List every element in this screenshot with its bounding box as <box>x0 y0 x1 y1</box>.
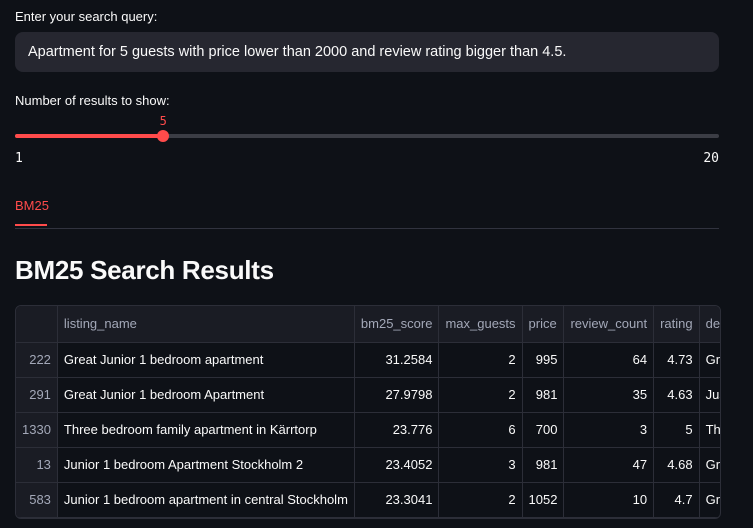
cell-desc[interactable]: The <box>699 412 720 448</box>
cell-review-count[interactable]: 10 <box>563 482 655 518</box>
cell-bm25-score[interactable]: 23.4052 <box>354 447 440 483</box>
cell-listing-name[interactable]: Great Junior 1 bedroom Apartment <box>57 377 355 413</box>
table-row[interactable]: 13 Junior 1 bedroom Apartment Stockholm … <box>16 447 720 483</box>
cell-rating[interactable]: 4.63 <box>653 377 700 413</box>
row-index: 583 <box>16 482 58 518</box>
cell-bm25-score[interactable]: 23.3041 <box>354 482 440 518</box>
table-row[interactable]: 1330 Three bedroom family apartment in K… <box>16 412 720 448</box>
results-title: BM25 Search Results <box>15 255 274 285</box>
row-index: 222 <box>16 342 58 378</box>
table-header-row: listing_name bm25_score max_guests price… <box>16 306 720 343</box>
cell-desc[interactable]: Grea <box>699 482 720 518</box>
cell-max-guests[interactable]: 2 <box>438 342 523 378</box>
column-header-rating[interactable]: rating <box>653 306 700 343</box>
slider-min: 1 <box>15 151 23 166</box>
cell-listing-name[interactable]: Junior 1 bedroom Apartment Stockholm 2 <box>57 447 355 483</box>
slider-thumb[interactable] <box>157 130 170 142</box>
cell-max-guests[interactable]: 3 <box>438 447 523 483</box>
column-header-index <box>16 306 58 343</box>
cell-max-guests[interactable]: 6 <box>438 412 523 448</box>
slider-max: 20 <box>703 151 719 166</box>
cell-max-guests[interactable]: 2 <box>438 377 523 413</box>
cell-price[interactable]: 995 <box>522 342 565 378</box>
column-header-listing-name[interactable]: listing_name <box>57 306 355 343</box>
cell-price[interactable]: 1052 <box>522 482 565 518</box>
search-input[interactable]: Apartment for 5 guests with price lower … <box>15 32 719 72</box>
cell-review-count[interactable]: 47 <box>563 447 655 483</box>
cell-listing-name[interactable]: Three bedroom family apartment in Kärrto… <box>57 412 355 448</box>
cell-review-count[interactable]: 3 <box>563 412 655 448</box>
column-header-max-guests[interactable]: max_guests <box>438 306 523 343</box>
row-index: 13 <box>16 447 58 483</box>
cell-desc[interactable]: Grea <box>699 342 720 378</box>
search-input-value: Apartment for 5 guests with price lower … <box>28 44 567 60</box>
table-row[interactable]: 583 Junior 1 bedroom apartment in centra… <box>16 482 720 518</box>
cell-review-count[interactable]: 35 <box>563 377 655 413</box>
table-row[interactable]: 291 Great Junior 1 bedroom Apartment 27.… <box>16 377 720 413</box>
column-header-desc[interactable]: desc <box>699 306 720 343</box>
table-row[interactable]: 222 Great Junior 1 bedroom apartment 31.… <box>16 342 720 378</box>
cell-max-guests[interactable]: 2 <box>438 482 523 518</box>
cell-price[interactable]: 981 <box>522 447 565 483</box>
column-header-bm25-score[interactable]: bm25_score <box>354 306 440 343</box>
tab-bar: BM25 <box>15 198 719 229</box>
slider-value: 5 <box>159 114 167 128</box>
cell-bm25-score[interactable]: 31.2584 <box>354 342 440 378</box>
slider-label: Number of results to show: <box>15 93 170 108</box>
cell-price[interactable]: 981 <box>522 377 565 413</box>
cell-review-count[interactable]: 64 <box>563 342 655 378</box>
cell-listing-name[interactable]: Junior 1 bedroom apartment in central St… <box>57 482 355 518</box>
row-index: 291 <box>16 377 58 413</box>
tab-bm25[interactable]: BM25 <box>15 198 49 226</box>
cell-desc[interactable]: Just <box>699 377 720 413</box>
column-header-review-count[interactable]: review_count <box>563 306 655 343</box>
results-count-slider[interactable] <box>15 130 719 142</box>
cell-rating[interactable]: 4.68 <box>653 447 700 483</box>
cell-desc[interactable]: Grea <box>699 447 720 483</box>
cell-rating[interactable]: 4.73 <box>653 342 700 378</box>
cell-rating[interactable]: 4.7 <box>653 482 700 518</box>
row-index: 1330 <box>16 412 58 448</box>
cell-bm25-score[interactable]: 23.776 <box>354 412 440 448</box>
results-table[interactable]: listing_name bm25_score max_guests price… <box>15 305 721 519</box>
cell-bm25-score[interactable]: 27.9798 <box>354 377 440 413</box>
slider-fill <box>15 134 164 138</box>
cell-listing-name[interactable]: Great Junior 1 bedroom apartment <box>57 342 355 378</box>
cell-rating[interactable]: 5 <box>653 412 700 448</box>
cell-price[interactable]: 700 <box>522 412 565 448</box>
column-header-price[interactable]: price <box>522 306 565 343</box>
query-label: Enter your search query: <box>15 9 158 24</box>
